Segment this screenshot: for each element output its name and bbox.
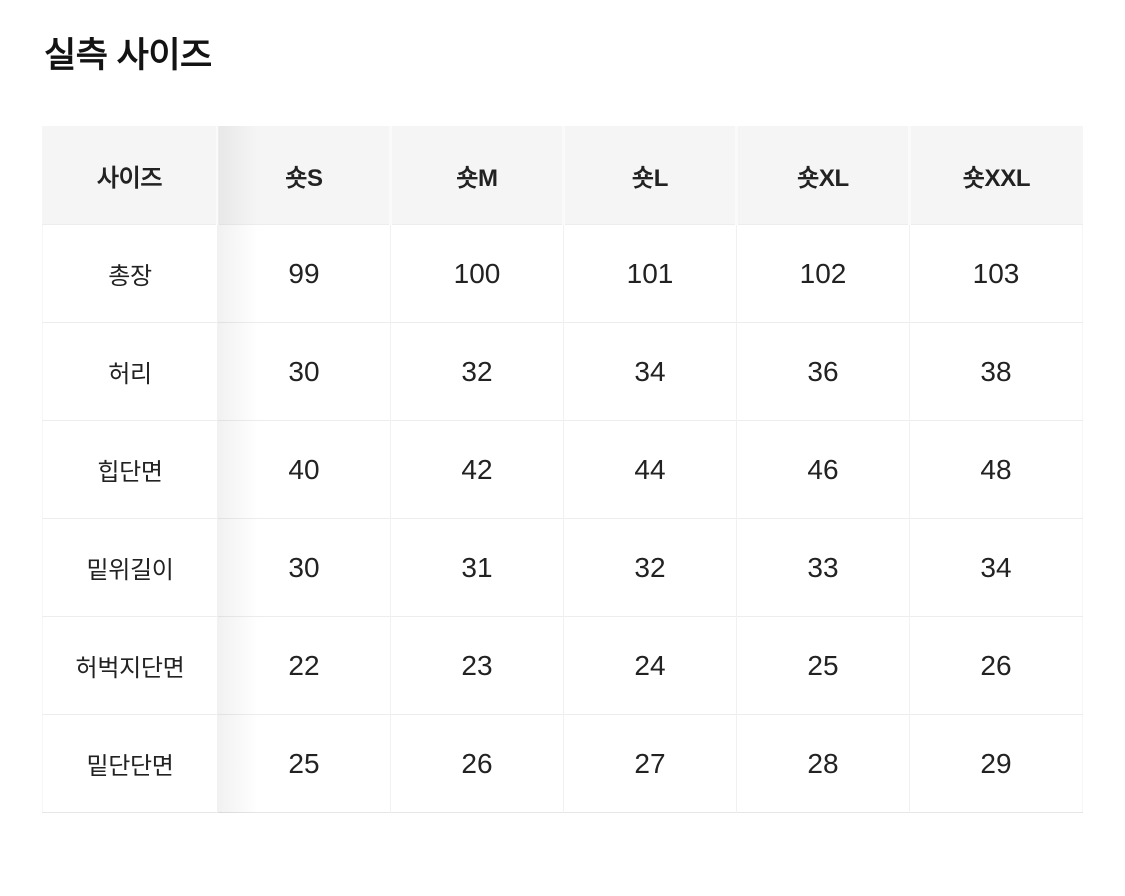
size-value-cell: 101 bbox=[563, 224, 737, 323]
size-value-cell: 32 bbox=[563, 518, 737, 617]
size-table-scroll-container[interactable]: 사이즈 숏S 숏M 숏L 숏XL 숏XXL 총장 99 100 101 102 103 허리 30 32 3… bbox=[42, 125, 1083, 814]
size-value-cell: 34 bbox=[909, 518, 1083, 617]
size-value-cell: 40 bbox=[217, 420, 391, 519]
size-table-row: 힙단면 40 42 44 46 48 bbox=[42, 420, 1083, 519]
column-header-숏M: 숏M bbox=[389, 125, 564, 225]
size-value-cell: 27 bbox=[563, 714, 737, 813]
size-value-cell: 33 bbox=[736, 518, 910, 617]
size-value-cell: 48 bbox=[909, 420, 1083, 519]
column-header-숏S: 숏S bbox=[216, 125, 391, 225]
size-value-cell: 102 bbox=[736, 224, 910, 323]
size-value-cell: 29 bbox=[909, 714, 1083, 813]
section-title: 실측 사이즈 bbox=[44, 36, 212, 75]
row-label: 밑위길이 bbox=[42, 518, 218, 617]
size-value-cell: 34 bbox=[563, 322, 737, 421]
size-value-cell: 26 bbox=[909, 616, 1083, 715]
size-value-cell: 28 bbox=[736, 714, 910, 813]
size-value-cell: 99 bbox=[217, 224, 391, 323]
size-table-row: 밑단단면 25 26 27 28 29 bbox=[42, 714, 1083, 813]
size-table-row: 허리 30 32 34 36 38 bbox=[42, 322, 1083, 421]
column-header-숏XXL: 숏XXL bbox=[908, 125, 1083, 225]
size-table-row: 허벅지단면 22 23 24 25 26 bbox=[42, 616, 1083, 715]
size-value-cell: 30 bbox=[217, 322, 391, 421]
size-table-row: 총장 99 100 101 102 103 bbox=[42, 224, 1083, 323]
row-label: 총장 bbox=[42, 224, 218, 323]
row-label: 힙단면 bbox=[42, 420, 218, 519]
size-table-row: 밑위길이 30 31 32 33 34 bbox=[42, 518, 1083, 617]
size-value-cell: 25 bbox=[736, 616, 910, 715]
size-table-header-row: 사이즈 숏S 숏M 숏L 숏XL 숏XXL bbox=[42, 125, 1083, 225]
row-label: 허벅지단면 bbox=[42, 616, 218, 715]
row-label: 허리 bbox=[42, 322, 218, 421]
size-value-cell: 22 bbox=[217, 616, 391, 715]
size-value-cell: 23 bbox=[390, 616, 564, 715]
size-value-cell: 26 bbox=[390, 714, 564, 813]
size-value-cell: 46 bbox=[736, 420, 910, 519]
column-header-size: 사이즈 bbox=[42, 125, 218, 225]
column-header-숏L: 숏L bbox=[562, 125, 737, 225]
size-value-cell: 42 bbox=[390, 420, 564, 519]
size-value-cell: 38 bbox=[909, 322, 1083, 421]
size-value-cell: 25 bbox=[217, 714, 391, 813]
size-value-cell: 31 bbox=[390, 518, 564, 617]
column-header-숏XL: 숏XL bbox=[735, 125, 910, 225]
size-table: 사이즈 숏S 숏M 숏L 숏XL 숏XXL 총장 99 100 101 102 103 허리 30 32 3… bbox=[42, 125, 1083, 814]
row-label: 밑단단면 bbox=[42, 714, 218, 813]
size-spec-section: 실측 사이즈 사이즈 숏S 숏M 숏L 숏XL 숏XXL 총장 99 100 101 102 103… bbox=[42, 36, 1083, 814]
size-value-cell: 30 bbox=[217, 518, 391, 617]
size-value-cell: 100 bbox=[390, 224, 564, 323]
size-value-cell: 24 bbox=[563, 616, 737, 715]
size-value-cell: 103 bbox=[909, 224, 1083, 323]
size-value-cell: 36 bbox=[736, 322, 910, 421]
size-value-cell: 32 bbox=[390, 322, 564, 421]
size-value-cell: 44 bbox=[563, 420, 737, 519]
